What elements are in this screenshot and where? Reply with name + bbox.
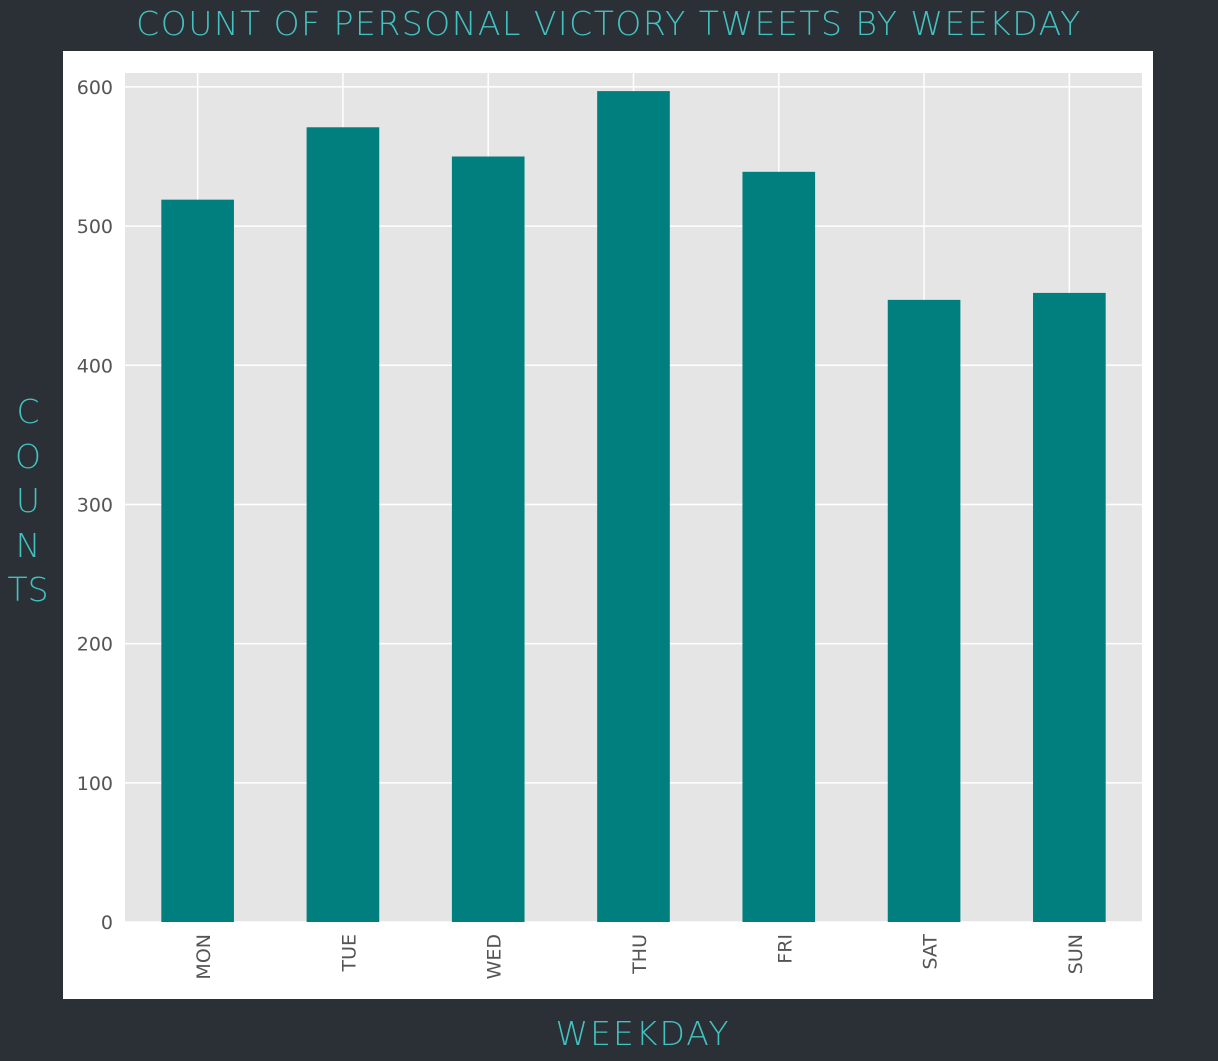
bar-sun	[1033, 292, 1106, 922]
bar-wed	[451, 156, 525, 923]
y-tick-label: 300	[77, 494, 113, 516]
bar-tue	[306, 127, 380, 922]
y-tick-label: 0	[101, 912, 113, 934]
x-tick-label: TUE	[338, 934, 360, 973]
x-tick-label: THU	[629, 934, 651, 975]
y-tick-label: 200	[77, 634, 113, 656]
y-tick-label: 600	[77, 77, 113, 99]
y-axis-label: COUNTS	[7, 392, 49, 609]
y-tick-label: 400	[77, 355, 113, 377]
y-tick-label: 100	[77, 773, 113, 795]
x-tick-label: FRI	[774, 934, 796, 964]
bar-fri	[742, 171, 816, 923]
x-tick-label: SUN	[1065, 934, 1087, 974]
x-axis-label: WEEKDAY	[555, 1014, 731, 1053]
x-tick-label: MON	[193, 934, 215, 980]
bar-mon	[161, 199, 234, 922]
chart-panel: 0 100 200 300 400 500 600 MON TUE WED THU FRI SAT SUN	[63, 51, 1153, 999]
bar-sat	[887, 299, 961, 922]
bar-thu	[597, 91, 670, 922]
chart-title: COUNT OF PERSONAL VICTORY TWEETS BY WEEK…	[136, 4, 1082, 43]
bar-chart: 0 100 200 300 400 500 600 MON TUE WED THU FRI SAT SUN	[77, 73, 1142, 980]
y-tick-label: 500	[77, 216, 113, 238]
x-tick-label: WED	[484, 934, 506, 979]
x-tick-label: SAT	[920, 934, 942, 970]
